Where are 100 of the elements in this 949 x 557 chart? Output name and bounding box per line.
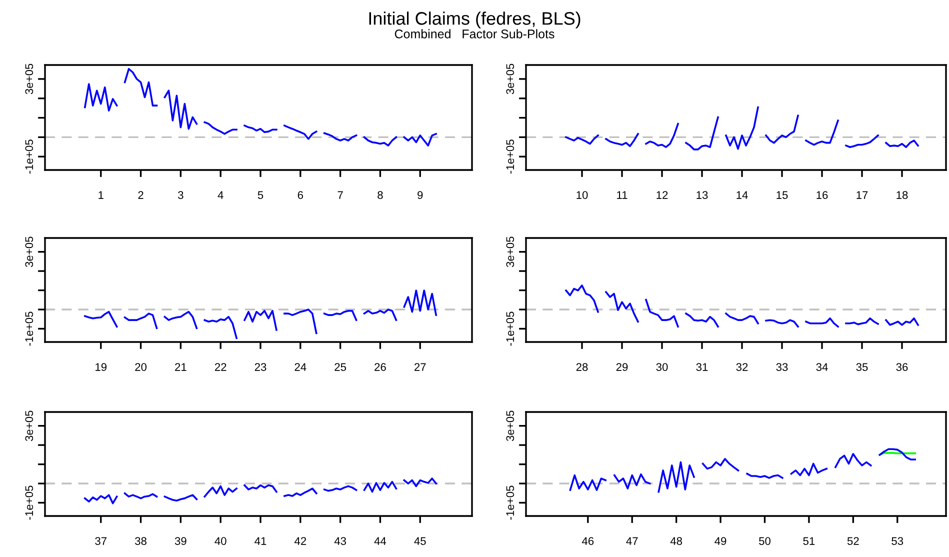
- chart-title: Initial Claims (fedres, BLS): [369, 12, 580, 28]
- line-series: [124, 312, 158, 330]
- line-series: [403, 290, 437, 316]
- line-series: [605, 291, 639, 323]
- line-series: [323, 132, 358, 142]
- line-series: [244, 310, 278, 331]
- line-series: [244, 484, 278, 493]
- x-tick-label: 20: [135, 363, 147, 371]
- x-tick-label: 35: [856, 363, 868, 371]
- line-series: [878, 448, 916, 460]
- x-tick-label: 27: [414, 363, 426, 371]
- chart-subtitle: Combined Factor Sub-Plots: [394, 29, 554, 38]
- line-series: [84, 494, 118, 504]
- x-tick-label: 52: [847, 537, 859, 545]
- line-series: [284, 124, 318, 140]
- x-tick-label: 12: [656, 191, 668, 199]
- x-tick-label: 21: [175, 363, 186, 371]
- line-series: [765, 114, 799, 144]
- line-series: [605, 132, 639, 148]
- y-tick-label: -1e+05: [506, 486, 514, 520]
- line-series: [790, 462, 828, 476]
- line-series: [565, 134, 599, 145]
- x-tick-label: 11: [617, 191, 628, 199]
- x-tick-label: 17: [856, 191, 868, 199]
- line-series: [84, 83, 118, 112]
- x-tick-label: 24: [294, 363, 306, 371]
- y-tick-label: -1e+05: [506, 312, 514, 346]
- x-tick-label: 9: [418, 191, 423, 199]
- line-series: [204, 316, 238, 340]
- x-tick-label: 34: [816, 363, 828, 371]
- x-tick-label: 32: [736, 363, 748, 371]
- x-tick-label: 6: [298, 191, 304, 199]
- line-series: [204, 485, 238, 498]
- x-tick-label: 30: [656, 363, 668, 371]
- line-series: [124, 68, 158, 106]
- x-tick-label: 39: [174, 537, 186, 545]
- x-tick-label: 49: [714, 537, 726, 545]
- line-series: [284, 488, 318, 497]
- x-tick-label: 10: [576, 191, 588, 199]
- y-tick-label: 3e+05: [25, 64, 34, 94]
- line-series: [685, 116, 719, 150]
- line-series: [725, 312, 759, 324]
- x-tick-label: 48: [670, 537, 682, 545]
- x-tick-label: 38: [135, 537, 146, 545]
- x-tick-label: 43: [334, 537, 346, 545]
- y-tick-label: -1e+05: [506, 140, 514, 174]
- line-series: [805, 120, 839, 146]
- line-series: [565, 284, 599, 313]
- y-tick-label: 3e+05: [506, 410, 514, 442]
- x-tick-label: 46: [582, 537, 594, 545]
- x-tick-label: 40: [214, 537, 226, 545]
- x-tick-label: 19: [96, 363, 107, 371]
- line-series: [84, 310, 118, 328]
- line-series: [323, 310, 358, 321]
- x-tick-label: 5: [258, 191, 264, 199]
- x-tick-label: 3: [178, 191, 184, 199]
- line-series: [645, 298, 679, 328]
- x-tick-label: 29: [616, 363, 628, 371]
- x-tick-label: 41: [254, 537, 266, 545]
- line-series: [204, 121, 238, 135]
- x-tick-label: 51: [803, 537, 815, 545]
- line-series: [805, 317, 839, 328]
- x-tick-label: 42: [294, 537, 306, 545]
- line-series: [885, 317, 919, 326]
- x-tick-label: 36: [896, 363, 908, 371]
- x-tick-label: 18: [896, 191, 908, 199]
- x-tick-label: 7: [338, 191, 343, 199]
- line-series: [614, 473, 651, 490]
- y-tick-label: -1e+05: [25, 312, 34, 346]
- line-series: [403, 478, 437, 488]
- x-tick-label: 1: [98, 191, 104, 199]
- y-tick-label: -1e+05: [25, 140, 34, 174]
- x-tick-label: 25: [334, 363, 346, 371]
- x-tick-label: 33: [776, 363, 788, 371]
- line-series: [244, 124, 278, 134]
- x-tick-label: 28: [576, 363, 588, 371]
- line-series: [658, 461, 695, 493]
- line-series: [685, 312, 719, 328]
- x-tick-label: 50: [759, 537, 770, 545]
- line-series: [765, 319, 799, 328]
- x-tick-label: 4: [218, 191, 224, 199]
- line-series: [164, 90, 198, 130]
- y-tick-label: 3e+05: [25, 410, 34, 442]
- y-tick-label: 3e+05: [506, 64, 514, 94]
- y-tick-label: 3e+05: [25, 236, 34, 268]
- line-series: [834, 453, 872, 468]
- x-tick-label: 45: [414, 537, 426, 545]
- x-tick-label: 23: [254, 363, 266, 371]
- line-series: [885, 140, 919, 148]
- y-tick-label: 3e+05: [506, 236, 514, 268]
- x-tick-label: 31: [696, 363, 708, 371]
- line-series: [363, 480, 398, 493]
- line-series: [363, 308, 398, 321]
- line-series: [363, 136, 398, 146]
- x-tick-label: 16: [816, 191, 828, 199]
- x-tick-label: 26: [374, 363, 386, 371]
- x-tick-label: 2: [138, 191, 144, 199]
- x-tick-label: 53: [892, 537, 904, 545]
- line-series: [845, 134, 879, 148]
- line-series: [164, 310, 198, 330]
